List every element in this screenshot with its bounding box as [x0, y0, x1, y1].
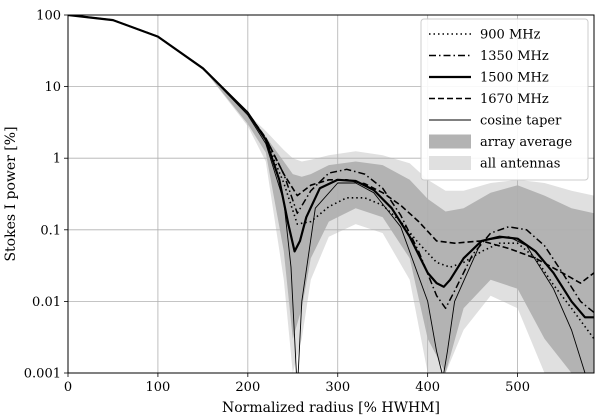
legend-label-cosine-taper: cosine taper: [480, 114, 562, 129]
series-900-MHz: [68, 15, 594, 340]
x-tick-label: 500: [505, 380, 530, 395]
y-ticks: 100 10 1 0.1 0.01 0.001: [24, 9, 68, 382]
x-tick-label: 100: [146, 380, 171, 395]
y-tick-label: 0.001: [24, 367, 61, 382]
legend-swatch-all-antennas: [429, 156, 471, 170]
x-axis-label: Normalized radius [% HWHM]: [222, 400, 440, 416]
y-tick-label: 1: [53, 152, 61, 167]
legend-label-all-antennas: all antennas: [480, 157, 560, 172]
x-tick-label: 200: [235, 380, 260, 395]
series-1500-MHz: [68, 15, 594, 319]
y-tick-label: 0.1: [40, 223, 61, 238]
x-tick-label: 0: [64, 380, 72, 395]
y-tick-label: 10: [44, 80, 61, 95]
legend-label-array-average: array average: [480, 135, 572, 150]
series-layer: [68, 15, 594, 373]
series-cosine-taper: [68, 15, 594, 373]
plot-frame: [67, 14, 595, 374]
legend-label-1670-MHz: 1670 MHz: [480, 92, 549, 107]
x-ticks: 0 100 200 300 400 500: [64, 373, 530, 395]
y-tick-label: 0.01: [32, 295, 61, 310]
x-tick-label: 300: [325, 380, 350, 395]
series-1670-MHz: [68, 15, 594, 284]
legend-label-1350-MHz: 1350 MHz: [480, 49, 549, 64]
legend: 900 MHz 1350 MHz 1500 MHz 1670 MHz cosine ta…: [420, 18, 589, 181]
legend-label-900-MHz: 900 MHz: [480, 28, 541, 43]
legend-swatch-array-average: [429, 134, 471, 149]
series-1350-MHz: [68, 15, 594, 314]
legend-label-1500-MHz: 1500 MHz: [480, 71, 549, 86]
y-axis-label: Stokes I power [%]: [3, 126, 19, 261]
x-tick-label: 400: [415, 380, 440, 395]
y-tick-label: 100: [36, 9, 61, 24]
